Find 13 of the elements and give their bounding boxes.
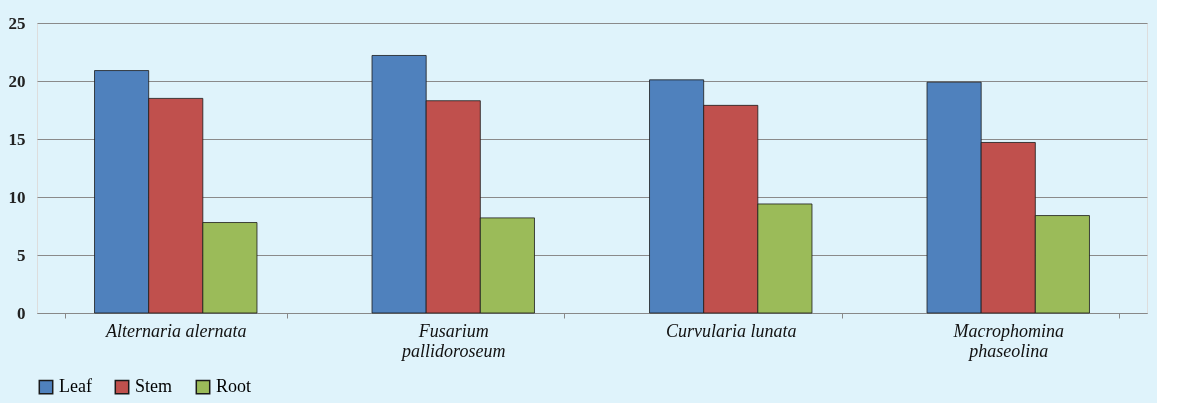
y-tick-label: 25: [8, 13, 26, 33]
y-tick-label: 20: [8, 71, 26, 91]
y-tick-label: 5: [17, 245, 26, 265]
legend-label: Stem: [135, 376, 173, 397]
y-tick-label: 0: [17, 303, 26, 323]
x-tick-label: Alternaria alernata: [105, 320, 247, 341]
x-tick-label: Fusarium pallidoroseum: [400, 320, 506, 361]
y-tick-label: 15: [8, 129, 26, 149]
x-tick-label: Curvularia lunata: [665, 320, 797, 341]
y-tick-label: 10: [8, 187, 26, 207]
x-tick-label: Macrophomina phaseolina: [952, 320, 1064, 361]
legend-label: Root: [216, 376, 252, 397]
legend-label: Leaf: [59, 376, 92, 397]
